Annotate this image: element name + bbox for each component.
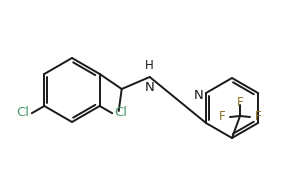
Text: F: F <box>237 95 243 109</box>
Text: N: N <box>193 89 203 101</box>
Text: F: F <box>219 110 225 123</box>
Text: H: H <box>145 59 154 72</box>
Text: F: F <box>255 110 261 123</box>
Text: Cl: Cl <box>16 106 29 119</box>
Text: N: N <box>145 81 155 94</box>
Text: Cl: Cl <box>114 106 127 119</box>
